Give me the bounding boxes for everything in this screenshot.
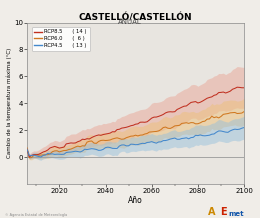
Legend: RCP8.5      ( 14 ), RCP6.0      (  6 ), RCP4.5      ( 13 ): RCP8.5 ( 14 ), RCP6.0 ( 6 ), RCP4.5 ( 13… — [32, 27, 90, 51]
Text: E: E — [220, 207, 226, 217]
Text: met: met — [228, 211, 244, 217]
Y-axis label: Cambio de la temperatura máxima (°C): Cambio de la temperatura máxima (°C) — [7, 48, 12, 158]
Text: A: A — [208, 207, 216, 217]
Title: CASTELLÓ/CASTELLÓN: CASTELLÓ/CASTELLÓN — [79, 14, 192, 22]
Text: ANUAL: ANUAL — [118, 19, 142, 25]
X-axis label: Año: Año — [128, 196, 143, 204]
Text: © Agencia Estatal de Meteorología: © Agencia Estatal de Meteorología — [5, 213, 67, 217]
